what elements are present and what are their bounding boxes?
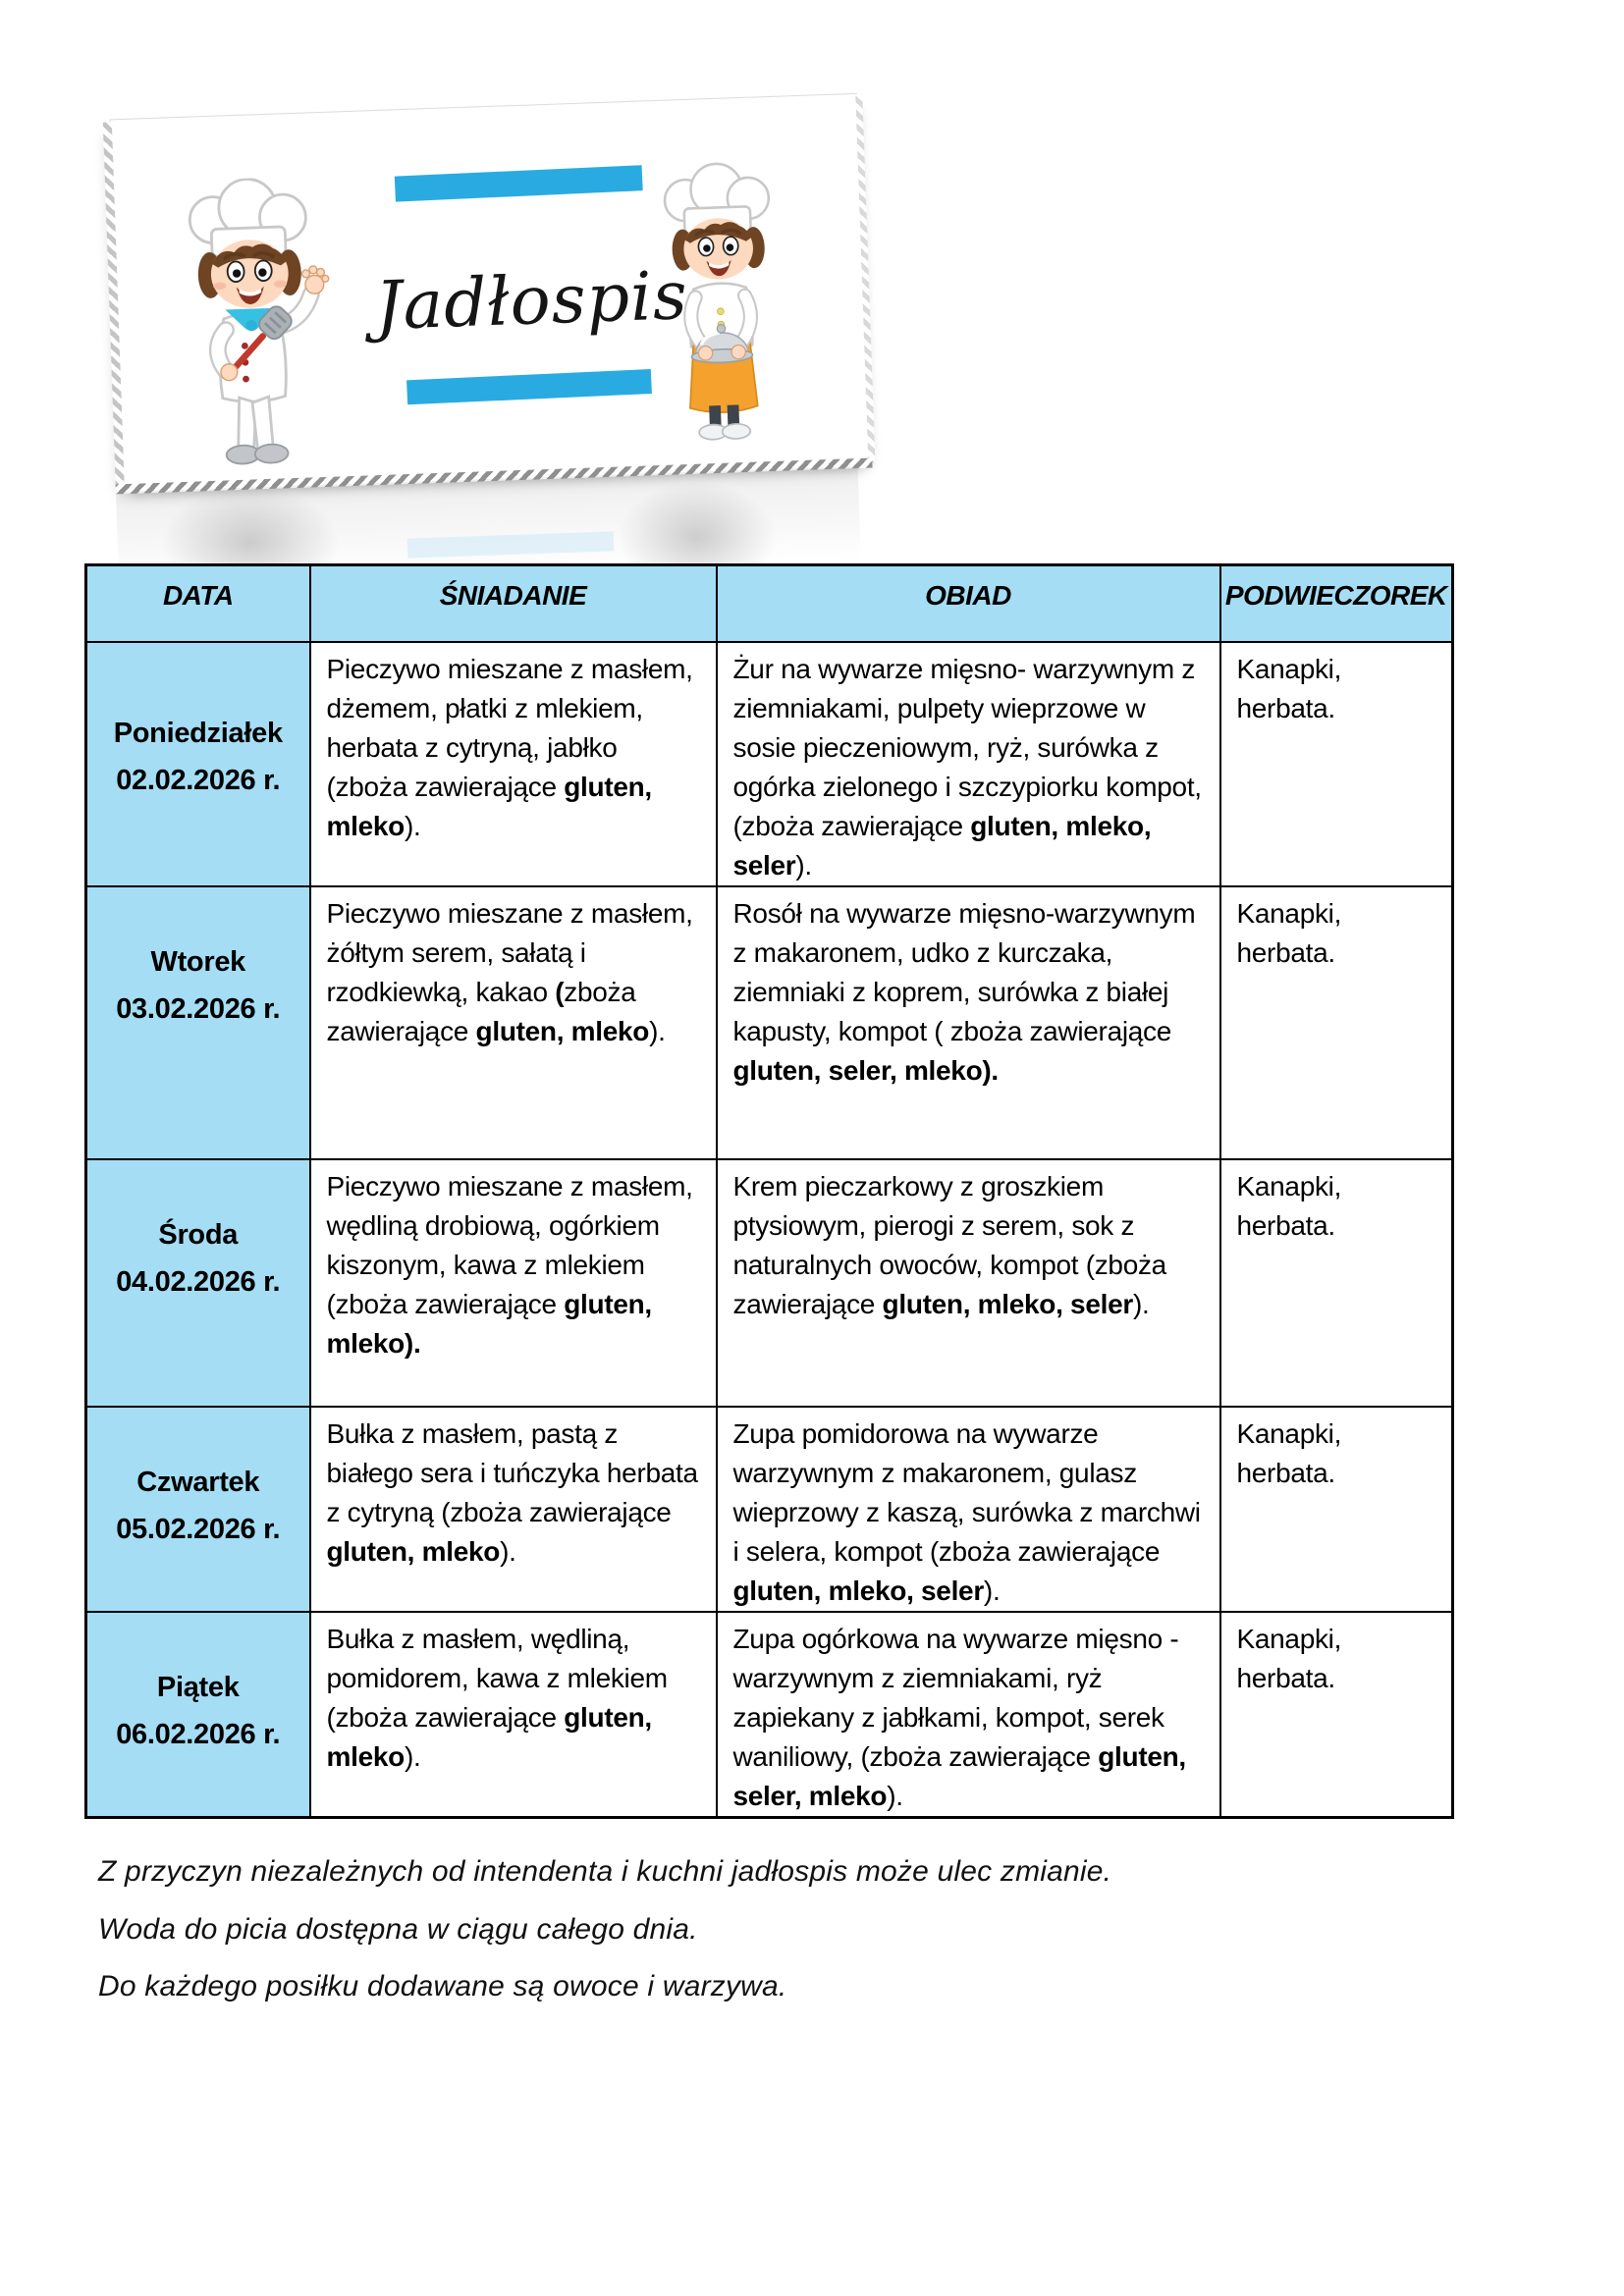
breakfast-cell: Pieczywo mieszane z masłem, dżemem, płat… <box>308 640 718 887</box>
accent-bar-top <box>394 165 643 202</box>
dinner-cell: Żur na wywarze mięsno- warzywnym z ziemn… <box>715 640 1221 887</box>
day-name: Wtorek <box>150 945 246 978</box>
day-cell: Środa 04.02.2026 r. <box>84 1157 311 1408</box>
dinner-cell: Krem pieczarkowy z groszkiem ptysiowym, … <box>715 1157 1221 1408</box>
column-header-data: DATA <box>84 563 311 643</box>
day-date: 05.02.2026 r. <box>116 1513 281 1545</box>
breakfast-cell: Bułka z masłem, wędliną, pomidorem, kawa… <box>308 1610 718 1818</box>
dinner-cell: Rosół na wywarze mięsno-warzywnym z maka… <box>715 884 1221 1160</box>
snack-cell: Kanapki, herbata. <box>1218 884 1454 1160</box>
snack-cell: Kanapki, herbata. <box>1218 1157 1454 1408</box>
day-cell: Czwartek 05.02.2026 r. <box>84 1405 311 1613</box>
day-date: 06.02.2026 r. <box>116 1718 281 1750</box>
note-line: Z przyczyn niezależnych od intendenta i … <box>98 1855 1112 1888</box>
snack-cell: Kanapki, herbata. <box>1218 640 1454 887</box>
menu-row-friday: Piątek 06.02.2026 r. Bułka z masłem, węd… <box>84 1610 1454 1818</box>
menu-row-wednesday: Środa 04.02.2026 r. Pieczywo mieszane z … <box>84 1157 1454 1408</box>
menu-table-header-row: DATA ŚNIADANIE OBIAD PODWIECZOREK <box>84 563 1454 643</box>
chef-boy-spatula-icon <box>188 178 330 465</box>
breakfast-cell: Bułka z masłem, pastą z białego sera i t… <box>308 1405 718 1613</box>
column-header-sniadanie: ŚNIADANIE <box>308 563 718 643</box>
day-date: 03.02.2026 r. <box>116 992 281 1025</box>
menu-row-thursday: Czwartek 05.02.2026 r. Bułka z masłem, p… <box>84 1405 1454 1613</box>
day-cell: Piątek 06.02.2026 r. <box>84 1610 311 1818</box>
day-name: Czwartek <box>136 1466 260 1498</box>
note-line: Woda do picia dostępna w ciągu całego dn… <box>98 1912 698 1946</box>
day-name: Piątek <box>156 1671 240 1703</box>
column-header-obiad: OBIAD <box>715 563 1221 643</box>
column-header-podwieczorek: PODWIECZOREK <box>1218 563 1454 643</box>
note-line: Do każdego posiłku dodawane są owoce i w… <box>98 1970 787 2002</box>
day-cell: Wtorek 03.02.2026 r. <box>84 884 311 1160</box>
accent-bar-bottom <box>406 369 652 405</box>
day-name: Środa <box>158 1218 239 1251</box>
breakfast-cell: Pieczywo mieszane z masłem, wędliną drob… <box>308 1157 718 1408</box>
day-name: Poniedziałek <box>113 717 283 749</box>
footer-notes: Z przyczyn niezależnych od intendenta i … <box>98 1843 1111 2016</box>
snack-cell: Kanapki, herbata. <box>1218 1405 1454 1613</box>
day-cell: Poniedziałek 02.02.2026 r. <box>84 640 311 887</box>
day-date: 02.02.2026 r. <box>116 764 281 796</box>
menu-table: DATA ŚNIADANIE OBIAD PODWIECZOREK Ponied… <box>84 563 1454 1819</box>
card-zigzag-edge-left <box>102 122 125 488</box>
dinner-cell: Zupa ogórkowa na wywarze mięsno - warzyw… <box>715 1610 1221 1818</box>
chef-boy-cloche-icon <box>663 162 771 441</box>
snack-cell: Kanapki, herbata. <box>1218 1610 1454 1818</box>
day-date: 04.02.2026 r. <box>116 1265 281 1298</box>
menu-row-tuesday: Wtorek 03.02.2026 r. Pieczywo mieszane z… <box>84 884 1454 1160</box>
card-zigzag-edge-right <box>855 93 876 463</box>
header-card: Jadłospis <box>102 92 876 495</box>
menu-row-monday: Poniedziałek 02.02.2026 r. Pieczywo mies… <box>84 640 1454 887</box>
dinner-cell: Zupa pomidorowa na wywarze warzywnym z m… <box>715 1405 1221 1613</box>
breakfast-cell: Pieczywo mieszane z masłem, żółtym serem… <box>308 884 718 1160</box>
